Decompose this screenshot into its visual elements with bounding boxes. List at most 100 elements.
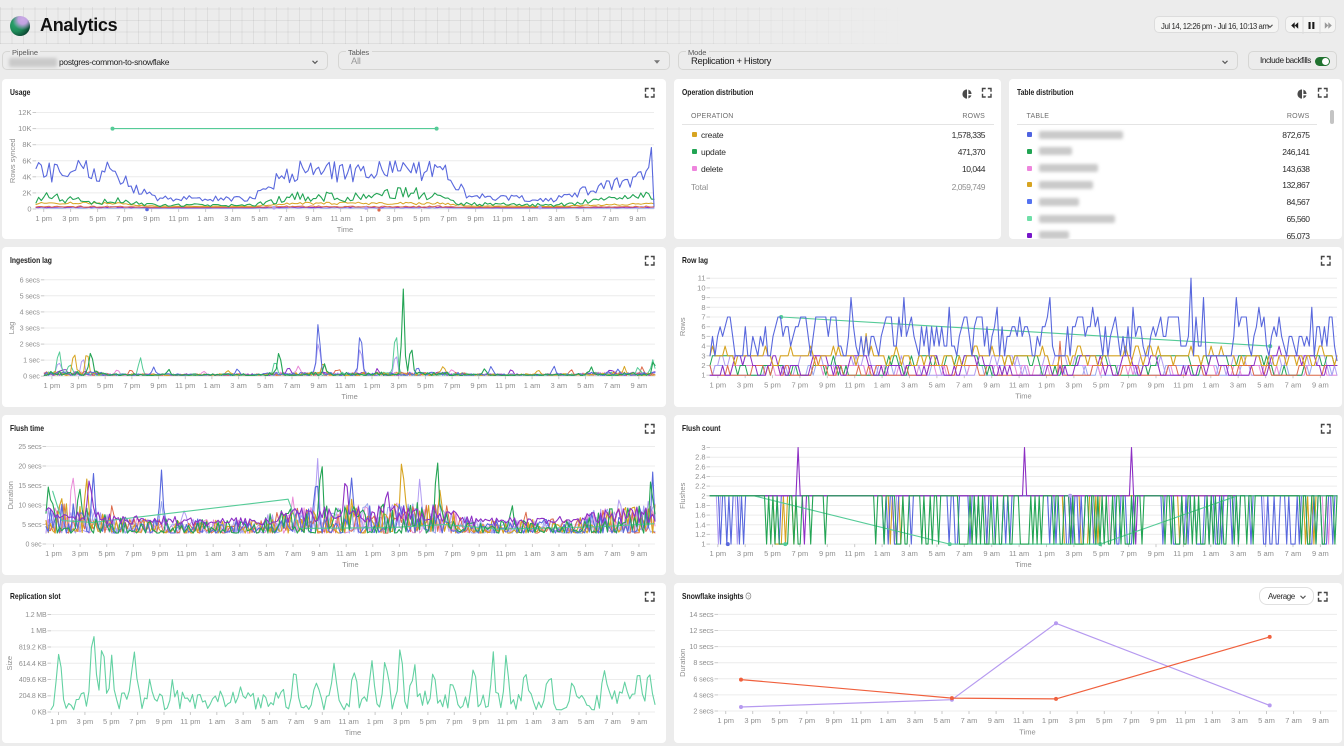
svg-text:819.2 KB: 819.2 KB [19,645,47,652]
svg-text:1: 1 [701,540,705,549]
svg-text:7: 7 [701,313,705,322]
svg-text:Time: Time [1015,392,1031,401]
svg-text:5 am: 5 am [578,717,595,726]
svg-text:1 pm: 1 pm [1038,549,1055,558]
svg-text:7 pm: 7 pm [125,549,142,558]
svg-text:9 pm: 9 pm [825,716,842,725]
svg-text:9 pm: 9 pm [1148,549,1165,558]
svg-text:3: 3 [701,351,705,360]
svg-text:7 pm: 7 pm [1123,716,1140,725]
svg-text:5 secs: 5 secs [20,291,41,300]
svg-text:1 am: 1 am [521,214,538,223]
svg-text:5 pm: 5 pm [417,381,434,390]
svg-text:Time: Time [337,225,353,234]
svg-text:3 am: 3 am [1231,716,1248,725]
svg-text:1 am: 1 am [208,717,225,726]
svg-text:Lag: Lag [7,322,16,335]
svg-text:1 pm: 1 pm [1042,716,1059,725]
svg-text:1 pm: 1 pm [50,717,67,726]
svg-text:1 pm: 1 pm [1038,381,1055,390]
svg-text:11 am: 11 am [339,717,359,726]
svg-text:7 am: 7 am [1285,716,1302,725]
svg-text:1.2 MB: 1.2 MB [25,612,47,619]
svg-text:2 secs: 2 secs [693,707,714,716]
svg-text:1 am: 1 am [524,549,541,558]
svg-text:5 pm: 5 pm [1093,381,1110,390]
svg-text:1 pm: 1 pm [359,214,376,223]
svg-text:1 am: 1 am [205,549,222,558]
svg-text:4: 4 [701,342,705,351]
svg-text:0: 0 [27,205,31,214]
svg-text:3 am: 3 am [231,549,248,558]
svg-text:2 secs: 2 secs [20,340,41,349]
svg-text:2K: 2K [22,188,31,197]
svg-text:1 pm: 1 pm [44,381,61,390]
svg-text:7 am: 7 am [284,381,301,390]
svg-text:7 pm: 7 pm [1120,381,1137,390]
svg-text:11 pm: 11 pm [845,381,865,390]
svg-text:1 MB: 1 MB [31,628,47,635]
svg-text:Time: Time [341,392,357,401]
svg-text:6 secs: 6 secs [20,275,41,284]
svg-text:3 am: 3 am [230,381,247,390]
svg-text:204.8 KB: 204.8 KB [19,693,47,700]
svg-text:7 pm: 7 pm [124,381,141,390]
svg-text:9 am: 9 am [983,381,1000,390]
svg-text:11 am: 11 am [1009,381,1029,390]
svg-text:11 pm: 11 pm [168,214,188,223]
svg-text:2: 2 [701,491,705,500]
svg-text:3 pm: 3 pm [737,381,754,390]
svg-text:5 pm: 5 pm [764,549,781,558]
svg-text:5 pm: 5 pm [103,717,120,726]
svg-text:9 pm: 9 pm [143,214,160,223]
svg-text:3 pm: 3 pm [1069,716,1086,725]
svg-text:7 am: 7 am [604,717,621,726]
svg-text:7 am: 7 am [288,717,305,726]
svg-text:0 KB: 0 KB [32,710,47,717]
svg-text:7 pm: 7 pm [798,716,815,725]
svg-text:11 pm: 11 pm [180,717,200,726]
svg-text:5 am: 5 am [1257,381,1274,390]
svg-text:2.6: 2.6 [695,462,705,471]
svg-text:3 am: 3 am [551,549,568,558]
svg-text:7 pm: 7 pm [116,214,133,223]
svg-text:12 secs: 12 secs [689,626,714,635]
svg-text:3 pm: 3 pm [62,214,79,223]
svg-text:15 secs: 15 secs [18,483,42,490]
svg-text:1 pm: 1 pm [367,717,384,726]
svg-text:7 am: 7 am [1285,549,1302,558]
svg-text:10 secs: 10 secs [689,642,714,651]
svg-text:1 am: 1 am [874,549,891,558]
svg-text:9 am: 9 am [314,717,331,726]
svg-text:5 pm: 5 pm [420,717,437,726]
svg-text:3 pm: 3 pm [744,716,761,725]
svg-text:1.6: 1.6 [695,511,705,520]
svg-text:9 pm: 9 pm [470,381,487,390]
svg-text:5 am: 5 am [251,214,268,223]
svg-text:11 pm: 11 pm [495,381,515,390]
svg-text:9 am: 9 am [629,214,646,223]
svg-text:1 am: 1 am [1202,381,1219,390]
svg-text:11 am: 11 am [335,381,355,390]
svg-text:3 pm: 3 pm [77,717,94,726]
svg-text:9 pm: 9 pm [1150,716,1167,725]
svg-text:9 pm: 9 pm [152,549,169,558]
svg-text:9 am: 9 am [630,381,647,390]
svg-text:3 am: 3 am [901,549,918,558]
svg-text:5 pm: 5 pm [413,214,430,223]
svg-text:5 am: 5 am [577,549,594,558]
svg-text:3: 3 [701,443,705,452]
svg-text:3 pm: 3 pm [386,214,403,223]
svg-text:Time: Time [345,728,361,737]
svg-text:4 secs: 4 secs [693,690,714,699]
svg-text:9 am: 9 am [1312,381,1329,390]
svg-text:?: ? [748,594,751,600]
svg-text:9 am: 9 am [988,716,1005,725]
svg-text:3 pm: 3 pm [72,549,89,558]
svg-text:1 pm: 1 pm [364,381,381,390]
svg-text:Flushes: Flushes [678,482,687,509]
svg-text:Time: Time [1015,560,1031,569]
svg-text:9 am: 9 am [631,549,648,558]
svg-text:3 am: 3 am [1230,549,1247,558]
svg-text:9: 9 [701,293,705,302]
